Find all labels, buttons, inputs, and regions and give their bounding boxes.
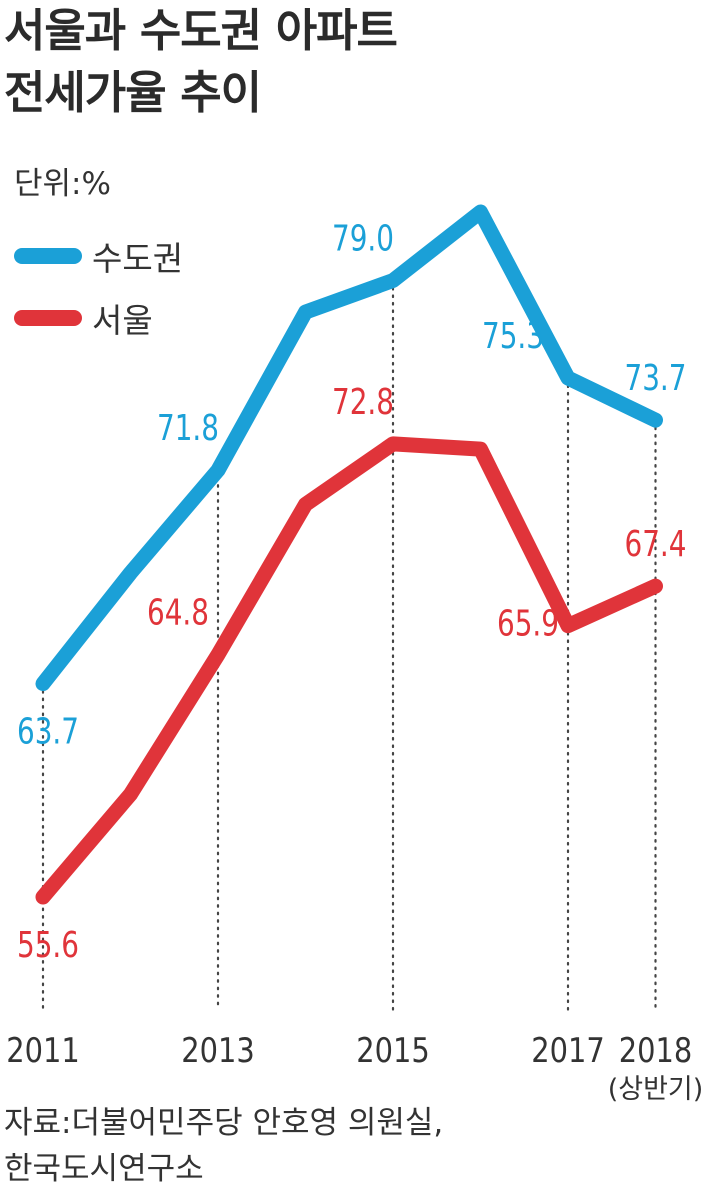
- data-label-metro-2015: 79.0: [332, 217, 394, 259]
- source-line-1: 자료:더불어민주당 안호영 의원실,: [4, 1105, 444, 1141]
- legend-swatch-seoul: [14, 310, 82, 326]
- chart-title: 서울과 수도권 아파트 전세가율 추이: [4, 0, 694, 124]
- source-note: 자료:더불어민주당 안호영 의원실, 한국도시연구소: [4, 1100, 694, 1192]
- line-chart: 63.7 71.8 79.0 75.3 73.7 55.6 64.8 72.8 65.9 67.4…: [6, 204, 703, 1105]
- data-label-metro-2013: 71.8: [157, 407, 219, 449]
- data-label-metro-2017: 75.3: [482, 315, 544, 357]
- x-tick-label-2015: 2015: [356, 1032, 430, 1071]
- x-tick-label-2013: 2013: [181, 1032, 255, 1071]
- data-label-seoul-2018: 67.4: [625, 523, 687, 565]
- data-label-seoul-2011: 55.6: [17, 924, 79, 966]
- legend-item-metro: 수도권: [14, 225, 183, 287]
- title-line-1: 서울과 수도권 아파트: [4, 4, 398, 57]
- data-label-metro-2011: 63.7: [17, 710, 79, 752]
- data-label-seoul-2013: 64.8: [147, 591, 209, 633]
- legend-swatch-metro: [14, 248, 82, 264]
- legend: 수도권 서울: [14, 225, 183, 349]
- x-tick-label-2018: 2018: [619, 1032, 693, 1071]
- unit-label: 단위:%: [14, 166, 111, 202]
- legend-item-seoul: 서울: [14, 287, 183, 349]
- source-line-2: 한국도시연구소: [4, 1151, 204, 1187]
- series-line-seoul: [35, 436, 663, 905]
- data-label-seoul-2015: 72.8: [332, 381, 394, 423]
- title-line-2: 전세가율 추이: [4, 66, 262, 119]
- x-tick-sublabel: (상반기): [608, 1074, 703, 1105]
- x-tick-label-2011: 2011: [6, 1032, 80, 1071]
- data-label-metro-2018: 73.7: [625, 357, 687, 399]
- x-tick-label-2017: 2017: [531, 1032, 605, 1071]
- data-label-seoul-2017: 65.9: [497, 602, 559, 644]
- series-line-metro: [35, 204, 663, 692]
- legend-label-seoul: 서울: [92, 301, 153, 340]
- legend-label-metro: 수도권: [92, 239, 184, 278]
